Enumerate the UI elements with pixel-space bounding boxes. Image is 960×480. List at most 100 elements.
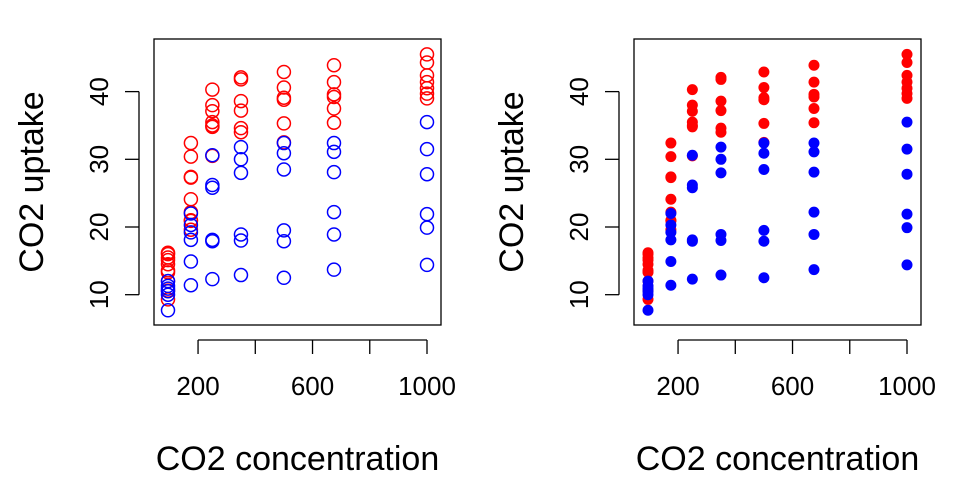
data-point (419, 206, 435, 222)
x-tick-label: 200 (176, 371, 219, 401)
data-point (808, 103, 820, 115)
data-point (183, 254, 199, 269)
data-point (326, 101, 342, 116)
y-tick-label: 10 (84, 280, 114, 309)
data-point (326, 115, 342, 131)
data-point (901, 259, 913, 271)
data-point (276, 80, 292, 95)
y-tick-label: 30 (564, 145, 594, 174)
data-point (419, 91, 435, 106)
data-point (326, 87, 342, 102)
data-point (205, 233, 220, 249)
data-point (642, 258, 654, 270)
data-point (419, 80, 435, 96)
data-point (326, 57, 342, 73)
y-tick-label: 20 (84, 213, 114, 242)
data-point (205, 180, 220, 195)
data-point (715, 167, 727, 179)
data-point (276, 223, 292, 238)
data-point (758, 94, 770, 106)
data-point (419, 166, 435, 182)
data-point (758, 66, 770, 78)
data-point (686, 116, 698, 128)
data-point (326, 135, 342, 151)
data-point (183, 149, 199, 164)
data-point (326, 164, 342, 180)
x-tick-label: 1000 (878, 371, 936, 401)
data-point (642, 247, 654, 259)
data-point (808, 228, 820, 240)
x-tick-label: 200 (656, 371, 699, 401)
data-point (276, 270, 292, 286)
data-point (665, 172, 677, 184)
data-point (233, 152, 249, 167)
data-point (808, 76, 820, 88)
data-point (183, 277, 199, 293)
data-point (686, 99, 698, 111)
data-point (686, 235, 698, 247)
data-point (160, 287, 176, 302)
data-point (808, 264, 820, 276)
x-axis-title: CO2 concentration (636, 440, 920, 478)
y-tick-label: 20 (564, 213, 594, 242)
data-point (205, 177, 220, 193)
data-point (901, 208, 913, 220)
data-point (276, 233, 292, 249)
data-point (183, 217, 199, 233)
data-point (665, 151, 677, 163)
data-point (326, 144, 342, 160)
data-point (686, 149, 698, 161)
data-point (665, 193, 677, 205)
left-scatter-panel: 200 600 1000 10 20 30 40 CO2 concentration CO2 u… (13, 38, 456, 478)
data-point (642, 304, 654, 316)
data-point (233, 267, 249, 283)
data-point (205, 97, 220, 113)
data-point (205, 271, 220, 287)
data-point (715, 122, 727, 134)
data-point (715, 269, 727, 281)
data-point (205, 82, 220, 97)
data-point (233, 233, 249, 248)
data-point (901, 92, 913, 104)
data-point (326, 74, 342, 90)
data-point (276, 145, 292, 161)
data-point (901, 143, 913, 155)
data-point (808, 146, 820, 158)
data-point (901, 82, 913, 94)
data-point (276, 135, 292, 151)
x-axis-title: CO2 concentration (156, 440, 440, 478)
data-point (233, 120, 249, 136)
data-point (808, 137, 820, 149)
data-point (419, 114, 435, 130)
y-tick-label: 10 (564, 280, 594, 309)
data-point (665, 256, 677, 268)
data-point (160, 256, 176, 272)
y-axis-title: CO2 uptake (13, 91, 51, 272)
data-point (665, 234, 677, 246)
data-point (326, 204, 342, 220)
data-point (901, 48, 913, 60)
data-point (665, 137, 677, 149)
data-point (160, 303, 176, 318)
data-point (808, 206, 820, 218)
data-point (758, 224, 770, 236)
data-point (183, 191, 199, 207)
data-point (233, 93, 249, 109)
data-point (233, 165, 249, 181)
data-point (808, 59, 820, 71)
y-axis-title: CO2 uptake (493, 91, 531, 272)
data-point (205, 147, 220, 163)
data-point (715, 71, 727, 83)
data-point (665, 219, 677, 231)
data-point (233, 103, 249, 118)
y-tick-label: 40 (84, 77, 114, 106)
data-point (715, 141, 727, 153)
data-point (233, 70, 249, 85)
data-point (808, 117, 820, 129)
x-tick-label: 600 (291, 371, 334, 401)
data-point (715, 228, 727, 240)
data-point (901, 69, 913, 81)
data-point (715, 153, 727, 165)
data-point (276, 162, 292, 177)
data-point (419, 74, 435, 90)
